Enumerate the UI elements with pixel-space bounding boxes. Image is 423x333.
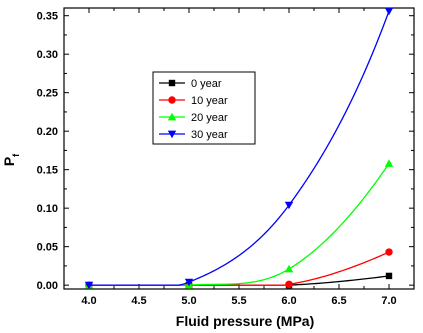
x-tick-label: 5.0	[181, 295, 196, 307]
series-line	[89, 163, 390, 286]
x-tick-label: 4.5	[131, 295, 146, 307]
series-layer	[84, 7, 394, 290]
y-tick-label: 0.15	[37, 165, 58, 177]
legend-label: 20 year	[191, 112, 228, 124]
x-tick-label: 6.0	[281, 295, 296, 307]
plot-area: 4.0 4.5 5.0 5.5 6.0 6.5 7.0 0.00 0.05 0.10 0.15 0.2…	[37, 7, 415, 307]
x-tick-label: 5.5	[231, 295, 246, 307]
legend-marker	[168, 96, 176, 104]
x-tick-label: 6.5	[331, 295, 346, 307]
y-tick-label: 0.00	[37, 280, 58, 292]
legend: 0 year 10 year 20 year 30 year	[152, 71, 256, 145]
y-axis-title-sub: f	[11, 153, 21, 157]
data-point	[285, 280, 293, 289]
data-point	[184, 278, 194, 287]
series-line	[89, 251, 390, 286]
legend-label: 10 year	[191, 95, 228, 107]
data-point	[284, 264, 294, 273]
y-tick-label: 0.05	[37, 242, 58, 254]
data-point	[84, 281, 94, 290]
data-point	[384, 7, 394, 16]
y-tick-label: 0.20	[37, 126, 58, 138]
series-30-year	[84, 7, 394, 290]
legend-label: 0 year	[191, 78, 222, 90]
series-10-year	[85, 248, 393, 289]
y-tick-label: 0.35	[37, 11, 58, 23]
y-axis-title: Pf	[1, 153, 21, 166]
x-tick-label: 7.0	[381, 295, 396, 307]
legend-marker	[167, 112, 177, 121]
data-point	[385, 272, 393, 280]
data-point	[385, 248, 393, 256]
x-tick-label: 4.0	[81, 295, 96, 307]
data-point	[384, 159, 394, 167]
y-axis-title-main: P	[1, 157, 17, 166]
x-axis-title: Fluid pressure (MPa)	[176, 313, 314, 329]
plot-frame	[63, 7, 415, 290]
y-tick-label: 0.30	[37, 49, 58, 61]
data-point	[284, 201, 294, 210]
series-line	[89, 10, 390, 286]
legend-marker	[167, 130, 177, 139]
legend-label: 30 year	[191, 129, 228, 141]
y-tick-label: 0.10	[37, 203, 58, 215]
legend-marker	[168, 79, 176, 87]
y-tick-label: 0.25	[37, 88, 58, 100]
